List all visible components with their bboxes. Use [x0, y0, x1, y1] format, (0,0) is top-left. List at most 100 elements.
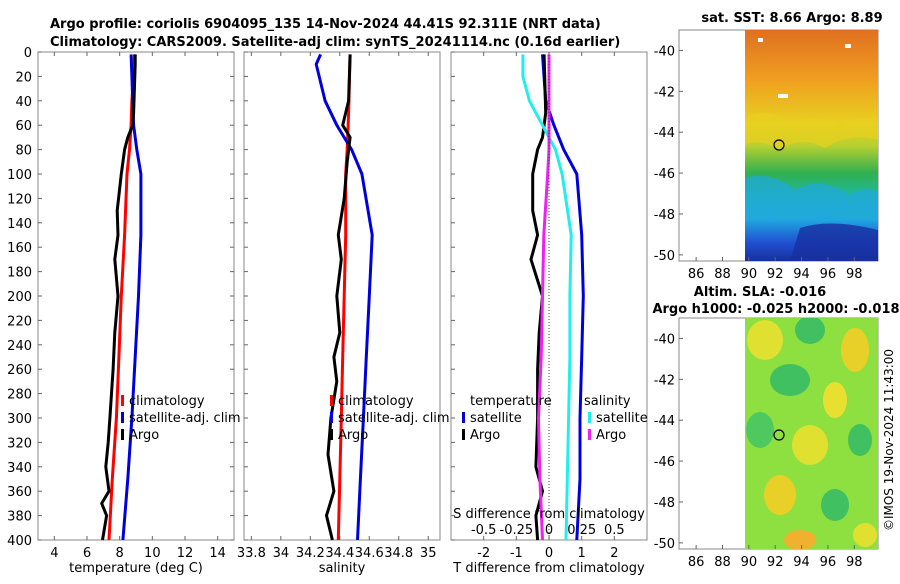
longitude-tick-label: 96 [820, 267, 837, 282]
difference-x-tick-label: 2 [610, 546, 618, 561]
sla-map-title: Altim. SLA: -0.016 [694, 285, 826, 300]
longitude-tick-label: 90 [741, 555, 758, 570]
imos-watermark: ©IMOS 19-Nov-2024 11:43:00 [882, 349, 896, 531]
latitude-tick-label: -40 [654, 332, 675, 347]
longitude-tick-label: 86 [688, 555, 705, 570]
difference-panel: -2 -1 0 1 2 -0.5 -0.25 0 0.25 0.5 temperature salin… [450, 51, 648, 576]
s-difference-tick-label: 0.5 [604, 523, 625, 538]
difference-series-salinity-argo [537, 54, 551, 541]
difference-x-tick-label: -2 [477, 546, 490, 561]
sst-map-title: sat. SST: 8.66 Argo: 8.89 [701, 11, 882, 26]
latitude-tick-label: -42 [654, 373, 675, 388]
latitude-tick-label: -48 [654, 496, 675, 511]
s-difference-tick-label: 0 [545, 523, 553, 538]
longitude-tick-label: 90 [741, 267, 758, 282]
legend-swatch [462, 429, 465, 440]
latitude-tick-label: -50 [654, 249, 675, 264]
salinity-series-argo [325, 54, 352, 541]
depth-tick-label: 280 [7, 388, 32, 403]
longitude-tick-label: 94 [793, 267, 810, 282]
legend-label: satellite [470, 411, 522, 426]
difference-series-temperature-satellite [541, 54, 585, 541]
legend-swatch [330, 429, 333, 440]
depth-tick-label: 340 [7, 461, 32, 476]
latitude-tick-label: -40 [654, 44, 675, 59]
legend-label: climatology [338, 394, 414, 409]
s-difference-tick-label: -0.25 [500, 523, 534, 538]
legend-swatch [330, 412, 333, 423]
depth-tick-label: 260 [7, 363, 32, 378]
legend-salinity-title: salinity [584, 394, 631, 409]
salinity-series-satellite-adj-clim [314, 53, 374, 541]
legend-label: climatology [129, 394, 205, 409]
depth-tick-label: 200 [7, 290, 32, 305]
sst-argo-location-marker [773, 139, 785, 151]
latitude-tick-label: -44 [654, 414, 675, 429]
latitude-tick-label: -46 [654, 167, 675, 182]
latitude-tick-label: -42 [654, 85, 675, 100]
legend-label: Argo [470, 428, 500, 443]
legend-label: satellite-adj. clim [129, 411, 241, 426]
difference-x-tick-label: -1 [510, 546, 523, 561]
sla-map-subtitle: Argo h1000: -0.025 h2000: -0.018 [652, 302, 899, 317]
salinity-x-tick-label: 34.8 [384, 546, 413, 561]
temperature-x-tick-label: 10 [144, 546, 161, 561]
s-difference-label: S difference from climatology [453, 507, 645, 522]
temperature-xlabel: temperature (deg C) [69, 561, 203, 576]
temperature-series-argo [100, 54, 137, 541]
salinity-x-tick-label: 35 [420, 546, 437, 561]
temperature-series-satellite-adj-clim [121, 54, 143, 541]
legend-swatch [588, 429, 591, 440]
temperature-x-tick-label: 8 [116, 546, 124, 561]
legend-swatch [588, 412, 591, 423]
depth-tick-label: 240 [7, 339, 32, 354]
longitude-tick-label: 88 [714, 267, 731, 282]
depth-tick-label: 180 [7, 266, 32, 281]
s-difference-tick-label: 0.25 [567, 523, 596, 538]
sst-map: sat. SST: 8.66 Argo: 8.89 -40 -42 -44 -46 -4… [654, 11, 883, 282]
legend-label: satellite [596, 411, 648, 426]
depth-tick-label: 160 [7, 241, 32, 256]
depth-tick-label: 360 [7, 485, 32, 500]
depth-tick-label: 140 [7, 217, 32, 232]
salinity-x-tick-label: 34.4 [325, 546, 354, 561]
sla-argo-location-marker [773, 429, 785, 441]
salinity-x-tick-label: 34 [273, 546, 290, 561]
depth-tick-label: 220 [7, 314, 32, 329]
temperature-x-tick-label: 12 [177, 546, 194, 561]
depth-tick-label: 320 [7, 436, 32, 451]
depth-tick-label: 0 [24, 46, 32, 61]
legend-swatch [121, 395, 124, 406]
temperature-x-tick-label: 4 [50, 546, 58, 561]
salinity-x-tick-label: 34.6 [355, 546, 384, 561]
depth-tick-label: 20 [15, 70, 32, 85]
sla-map: Altim. SLA: -0.016 Argo h1000: -0.025 h2… [652, 285, 899, 570]
temperature-plot-frame [37, 51, 235, 541]
depth-tick-label: 100 [7, 168, 32, 183]
latitude-tick-label: -44 [654, 126, 675, 141]
longitude-tick-label: 88 [714, 555, 731, 570]
temperature-panel: 0 20 40 60 80 100 120 140 160 180 200 220 240 260 280 3… [7, 46, 240, 576]
legend-swatch [462, 412, 465, 423]
sst-field [745, 30, 878, 261]
legend-label: Argo [129, 428, 159, 443]
depth-tick-label: 120 [7, 192, 32, 207]
t-difference-xlabel: T difference from climatology [452, 561, 645, 576]
legend-label: satellite-adj. clim [338, 411, 450, 426]
legend-swatch [330, 395, 333, 406]
longitude-tick-label: 92 [767, 555, 784, 570]
depth-tick-label: 300 [7, 412, 32, 427]
longitude-tick-label: 96 [820, 555, 837, 570]
depth-tick-label: 400 [7, 534, 32, 549]
depth-tick-label: 380 [7, 510, 32, 525]
legend-label: Argo [596, 428, 626, 443]
depth-tick-label: 60 [15, 119, 32, 134]
temperature-x-tick-label: 6 [83, 546, 91, 561]
depth-tick-label: 40 [15, 95, 32, 110]
salinity-panel: 33.8 34 34.2 34.4 34.6 34.8 35 climatology satel… [237, 51, 450, 576]
temperature-x-tick-label: 14 [209, 546, 226, 561]
legend-label: Argo [338, 428, 368, 443]
depth-tick-label: 80 [15, 144, 32, 159]
